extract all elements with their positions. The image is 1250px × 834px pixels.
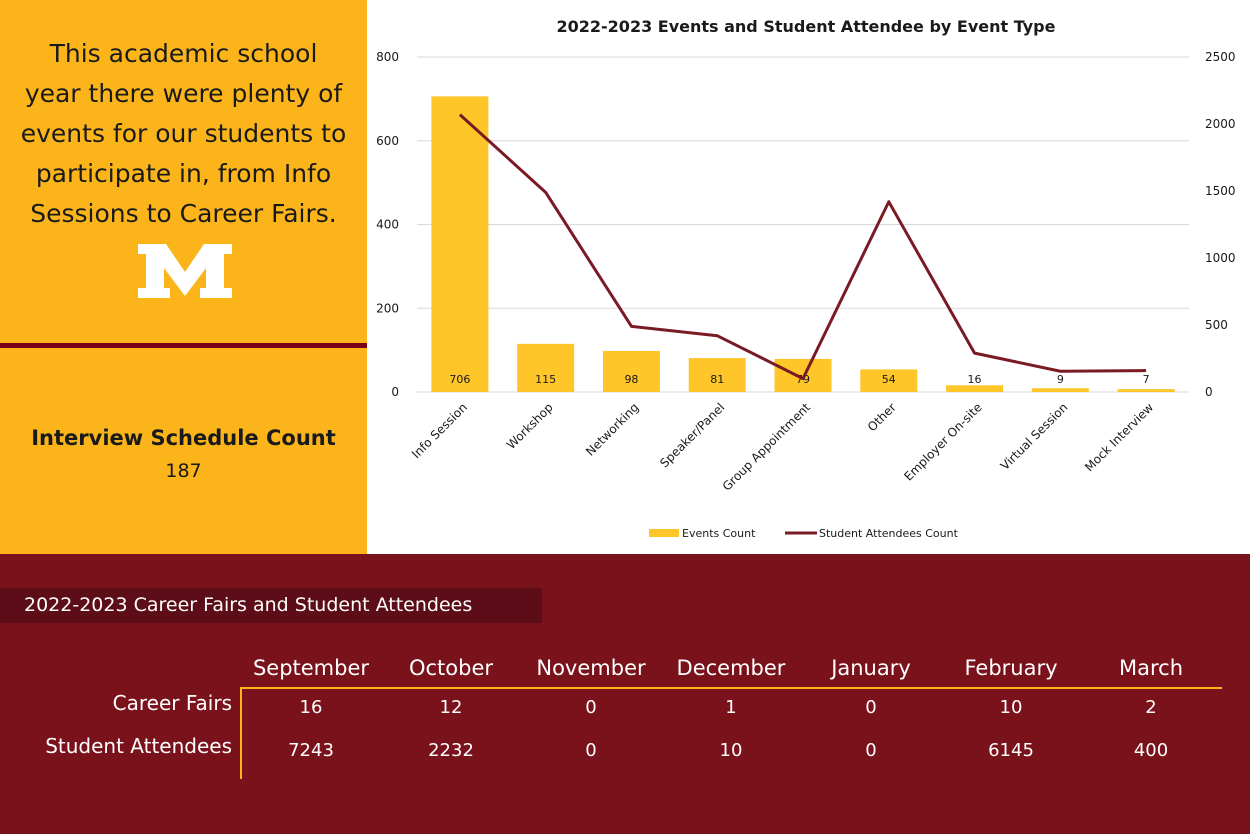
university-m-logo-icon (138, 244, 232, 298)
table-cell: 12 (439, 697, 463, 718)
table-cell: 2232 (428, 740, 474, 761)
table-cell: 16 (299, 697, 323, 718)
panel-divider (0, 343, 367, 348)
y-right-tick-label: 2000 (1205, 117, 1236, 131)
x-tick-label: Info Session (409, 400, 470, 461)
table-cell: 2 (1145, 697, 1157, 718)
bar-value-label: 115 (535, 373, 556, 386)
y-left-tick-label: 800 (376, 50, 399, 64)
x-tick-label: Workshop (504, 400, 556, 452)
bar-value-label: 9 (1057, 373, 1064, 386)
bar-value-label: 7 (1143, 373, 1150, 386)
chart-container: 2022-2023 Events and Student Attendee by… (367, 0, 1250, 554)
intro-line: Sessions to Career Fairs. (30, 199, 337, 228)
intro-text: This academic school year there were ple… (0, 34, 367, 234)
x-tick-label: Group Appointment (720, 400, 814, 494)
month-header: February (964, 656, 1058, 680)
legend-bar-label: Events Count (682, 527, 756, 540)
bar-value-label: 98 (624, 373, 638, 386)
table-cell: 400 (1133, 740, 1169, 761)
month-header: November (536, 656, 646, 680)
y-left-tick-label: 600 (376, 134, 399, 148)
intro-line: This academic school (49, 39, 318, 68)
events-chart: 2022-2023 Events and Student Attendee by… (376, 17, 1236, 540)
interview-value: 187 (165, 460, 202, 482)
y-right-tick-label: 1500 (1205, 184, 1236, 198)
y-left-tick-label: 0 (391, 385, 399, 399)
month-header: January (831, 656, 911, 680)
interview-title: Interview Schedule Count (31, 426, 336, 450)
bar (688, 358, 746, 392)
table-cell: 10 (999, 697, 1023, 718)
intro-line: participate in, from Info (35, 159, 332, 188)
intro-line: events for our students to (20, 119, 347, 148)
bar-value-label: 81 (710, 373, 724, 386)
table-header-rule (242, 687, 1222, 689)
y-right-tick-label: 2500 (1205, 50, 1236, 64)
table-cell: 0 (585, 740, 597, 761)
bar (517, 343, 575, 392)
y-right-tick-label: 0 (1205, 385, 1213, 399)
attendees-line (458, 113, 1147, 381)
bar-value-label: 16 (968, 373, 982, 386)
bar (431, 96, 489, 393)
x-tick-label: Virtual Session (998, 400, 1071, 473)
bar (860, 369, 918, 392)
x-tick-label: Employer On-site (901, 400, 984, 483)
y-left-tick-label: 200 (376, 301, 399, 315)
career-fairs-title: 2022-2023 Career Fairs and Student Atten… (0, 588, 542, 623)
month-header: March (1118, 656, 1183, 680)
month-header: December (676, 656, 786, 680)
table-label-rule (240, 687, 242, 779)
x-tick-label: Networking (583, 400, 641, 458)
table-cell: 0 (865, 697, 877, 718)
table-cell: 1 (725, 697, 737, 718)
y-right-tick-label: 500 (1205, 318, 1228, 332)
x-tick-label: Mock Interview (1082, 400, 1156, 474)
bar-value-label: 54 (882, 373, 896, 386)
bar (946, 385, 1004, 392)
bar (1031, 388, 1089, 392)
row-label: Student Attendees (45, 734, 232, 758)
legend-line-label: Student Attendees Count (819, 527, 959, 540)
x-tick-label: Other (865, 400, 899, 434)
career-fairs-section: 2022-2023 Career Fairs and Student Atten… (0, 554, 1250, 834)
bar (1117, 389, 1175, 392)
month-header: September (252, 656, 370, 680)
table-cell: 0 (585, 697, 597, 718)
y-right-tick-label: 1000 (1205, 251, 1236, 265)
x-tick-label: Speaker/Panel (657, 400, 727, 470)
table-cell: 7243 (288, 740, 334, 761)
chart-legend: Events Count Student Attendees Count (649, 527, 959, 540)
table-cell: 0 (865, 740, 877, 761)
bar (602, 350, 660, 392)
intro-line: year there were plenty of (24, 79, 343, 108)
table-cell: 6145 (988, 740, 1034, 761)
month-header: October (408, 656, 494, 680)
table-cell: 10 (719, 740, 743, 761)
chart-title: 2022-2023 Events and Student Attendee by… (557, 17, 1056, 36)
legend-bar-swatch (649, 529, 679, 537)
row-label: Career Fairs (112, 691, 232, 715)
summary-panel: This academic school year there were ple… (0, 0, 367, 554)
bar-value-label: 706 (449, 373, 470, 386)
y-left-tick-label: 400 (376, 218, 399, 232)
